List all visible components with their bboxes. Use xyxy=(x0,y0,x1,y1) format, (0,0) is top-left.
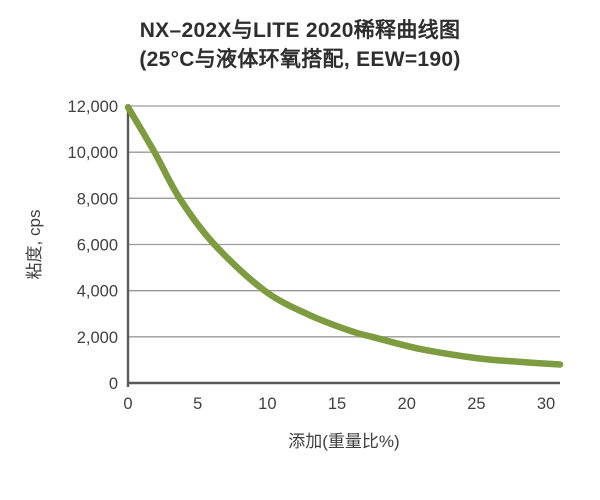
y-axis-tick-labels: 0 2,000 4,000 6,000 8,000 10,000 12,000 xyxy=(68,98,118,393)
x-tick-label: 20 xyxy=(398,395,416,413)
chart-title-line1: NX–202X与LITE 2020稀释曲线图 xyxy=(139,19,461,42)
chart-title: NX–202X与LITE 2020稀释曲线图 (25°C与液体环氧搭配, EEW… xyxy=(0,0,600,74)
y-tick-label: 2,000 xyxy=(77,329,118,347)
gridlines xyxy=(128,105,560,338)
chart-title-line2: (25°C与液体环氧搭配, EEW=190) xyxy=(139,48,461,71)
y-tick-label: 8,000 xyxy=(77,190,118,208)
y-tick-label: 4,000 xyxy=(77,283,118,301)
viscosity-curve xyxy=(124,103,564,368)
y-tick-label: 12,000 xyxy=(68,98,118,116)
y-tick-label: 0 xyxy=(109,375,118,393)
x-tick-label: 5 xyxy=(193,395,202,413)
x-tick-label: 30 xyxy=(537,395,555,413)
x-axis-tick-labels: 0 5 10 15 20 25 30 xyxy=(123,395,555,413)
x-tick-label: 25 xyxy=(467,395,485,413)
y-axis-label: 粘度, cps xyxy=(25,210,44,280)
y-tick-label: 6,000 xyxy=(77,237,118,255)
axes xyxy=(126,106,560,387)
viscosity-dilution-chart: 0 2,000 4,000 6,000 8,000 10,000 12,000 0 5 10 15… xyxy=(25,98,564,451)
x-axis-label: 添加(重量比%) xyxy=(288,432,399,451)
x-tick-label: 10 xyxy=(258,395,276,413)
x-tick-label: 15 xyxy=(328,395,346,413)
x-tick-label: 0 xyxy=(123,395,132,413)
y-tick-label: 10,000 xyxy=(68,144,118,162)
